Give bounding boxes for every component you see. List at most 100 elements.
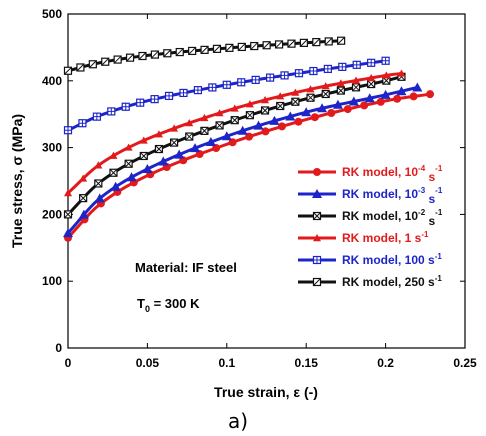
series-marker — [338, 62, 347, 71]
series-marker-cross — [336, 86, 345, 95]
series-5 — [63, 56, 390, 135]
series-marker — [124, 143, 133, 151]
series-line — [67, 59, 386, 132]
series-marker-cross — [367, 80, 376, 88]
series-marker-cross — [78, 119, 86, 127]
series-marker — [188, 46, 197, 56]
legend-swatch-marker — [313, 168, 321, 176]
series-marker-cross — [136, 99, 144, 107]
series-marker — [299, 38, 308, 47]
legend-label-part: -2 — [418, 208, 426, 217]
series-marker-slash — [300, 39, 308, 47]
series-4 — [64, 69, 406, 197]
legend-label-part: -1 — [435, 252, 443, 261]
series-marker — [367, 79, 376, 89]
series-marker-cross — [208, 83, 216, 91]
series-marker — [351, 83, 361, 92]
series-marker — [332, 99, 343, 109]
legend-swatch-marker — [312, 277, 322, 287]
legend-label-part: RK model, 10 — [342, 165, 418, 179]
series-marker-cross — [79, 194, 88, 202]
series-marker-cross — [338, 63, 346, 71]
series-marker — [175, 47, 184, 57]
series-marker-slash — [76, 63, 85, 72]
series-marker — [291, 97, 300, 106]
x-tick-label: 0.25 — [453, 356, 477, 370]
legend-entry: RK model, 10-2 s-1 — [298, 208, 443, 228]
series-marker — [193, 86, 203, 95]
legend-label-part: -1 — [435, 208, 443, 217]
series-marker — [323, 64, 332, 74]
series-marker — [337, 36, 346, 45]
legend-label-part: s — [425, 192, 435, 206]
series-marker — [277, 122, 286, 131]
series-marker — [139, 136, 148, 144]
series-marker-slash — [337, 36, 345, 45]
series-marker — [230, 116, 239, 125]
series-marker — [409, 92, 418, 101]
series-marker-slash — [101, 57, 110, 66]
legend-label-part: -1 — [435, 186, 443, 195]
plot-frame — [67, 13, 466, 349]
series-marker — [107, 107, 116, 116]
series-marker-cross — [295, 69, 303, 77]
series-marker-slash — [275, 40, 283, 49]
series-marker — [262, 41, 271, 50]
series-marker — [101, 57, 110, 66]
series-layer — [63, 36, 435, 242]
legend-entry: RK model, 1 s-1 — [298, 230, 429, 245]
series-marker — [126, 172, 137, 182]
series-marker-slash — [88, 60, 97, 69]
series-marker-cross — [179, 89, 187, 97]
series-marker — [301, 107, 312, 117]
series-marker — [215, 109, 224, 117]
series-1 — [64, 90, 435, 242]
legend-label: RK model, 100 s-1 — [342, 252, 442, 267]
series-marker — [364, 93, 375, 103]
legend-label: RK model, 10-2 s-1 — [342, 208, 443, 228]
series-marker — [215, 121, 224, 130]
series-marker — [245, 111, 254, 120]
series-marker-slash — [312, 38, 321, 46]
x-tick-label: 0.2 — [377, 356, 394, 370]
series-marker — [245, 100, 254, 108]
y-tick-label: 100 — [42, 274, 62, 288]
series-marker-slash — [188, 47, 197, 55]
series-marker — [261, 127, 270, 136]
legend-label-part: s — [425, 214, 435, 228]
axis-ticks: 0 0.05 0.1 0.15 0.2 0.25 0 100 200 300 400 500 — [42, 7, 477, 370]
legend-label-part: s — [425, 170, 435, 184]
legend-label-part: -3 — [418, 186, 426, 195]
series-marker — [396, 86, 407, 96]
series-marker — [336, 86, 345, 95]
series-marker — [260, 106, 270, 115]
series-marker-slash — [126, 53, 134, 62]
series-marker — [170, 124, 179, 132]
series-marker — [163, 49, 172, 58]
series-marker-cross — [367, 59, 375, 67]
series-marker-cross — [324, 65, 332, 73]
series-marker — [266, 73, 275, 82]
series-marker-cross — [382, 57, 390, 65]
legend-label-part: RK model, 1 s — [342, 231, 422, 245]
series-marker — [164, 91, 174, 101]
series-marker — [78, 119, 87, 128]
series-marker — [269, 115, 280, 125]
legend-label: RK model, 10-4 s-1 — [342, 164, 443, 184]
legend-swatch-marker-cross — [313, 212, 321, 220]
series-marker-slash — [262, 41, 271, 50]
series-marker — [412, 82, 423, 92]
series-marker-slash — [237, 43, 246, 51]
series-marker-cross — [291, 97, 300, 106]
legend-swatch-marker — [312, 255, 322, 265]
legend: RK model, 10-4 s-1RK model, 10-3 s-1RK m… — [298, 164, 443, 289]
series-marker — [113, 55, 122, 64]
series-marker-cross — [321, 90, 330, 98]
series-marker-cross — [109, 168, 118, 177]
series-marker — [376, 97, 385, 106]
series-marker — [205, 137, 216, 147]
series-marker — [352, 76, 361, 84]
series-marker-cross — [194, 86, 202, 94]
series-marker-cross — [122, 103, 130, 111]
series-marker — [426, 90, 435, 99]
